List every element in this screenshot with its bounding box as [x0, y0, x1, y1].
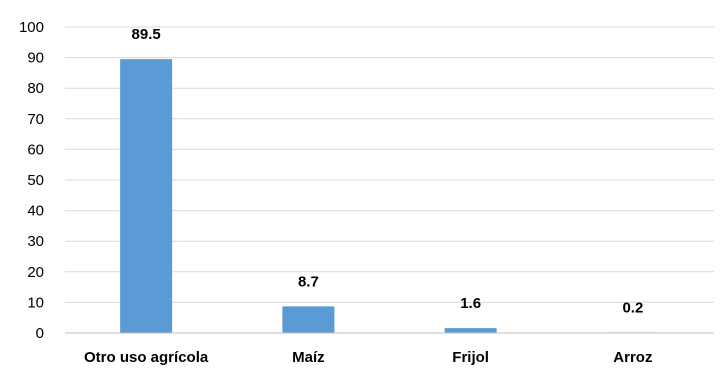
- x-category-label: Arroz: [613, 349, 652, 366]
- data-labels: 89.5 8.7 1.6 0.2: [132, 26, 644, 316]
- x-category-label: Maíz: [292, 349, 325, 366]
- data-label: 1.6: [460, 295, 481, 312]
- bar: [444, 328, 497, 333]
- bar: [282, 306, 335, 333]
- y-axis-tick-labels: 0 10 20 30 40 50 60 70 80 90 100: [19, 19, 44, 342]
- y-tick-label: 20: [27, 264, 44, 281]
- y-tick-label: 30: [27, 233, 44, 250]
- bars: [120, 59, 659, 333]
- data-label: 0.2: [622, 299, 643, 316]
- y-tick-label: 70: [27, 111, 44, 128]
- data-label: 8.7: [298, 273, 319, 290]
- x-axis-category-labels: Otro uso agrícola Maíz Frijol Arroz: [84, 349, 652, 366]
- x-category-label: Otro uso agrícola: [84, 349, 209, 366]
- y-tick-label: 90: [27, 50, 44, 67]
- y-tick-label: 100: [19, 19, 44, 36]
- data-label: 89.5: [132, 26, 161, 43]
- y-tick-label: 40: [27, 203, 44, 220]
- y-tick-label: 60: [27, 141, 44, 158]
- bar: [120, 59, 173, 333]
- y-tick-label: 80: [27, 80, 44, 97]
- y-tick-label: 0: [36, 325, 44, 342]
- x-category-label: Frijol: [452, 349, 489, 366]
- gridlines: [65, 26, 714, 303]
- y-tick-label: 10: [27, 294, 44, 311]
- y-tick-label: 50: [27, 172, 44, 189]
